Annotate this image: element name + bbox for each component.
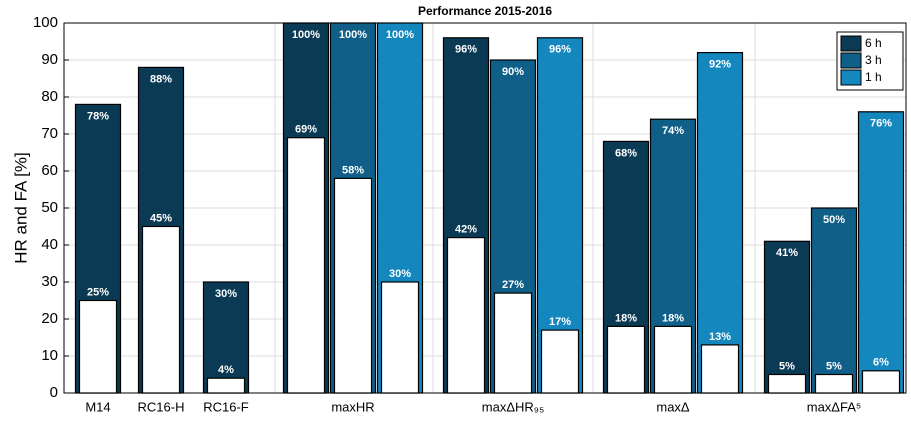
value-label: 41% [776,247,798,259]
fa-value-label: 13% [709,331,731,343]
fa-bar [814,373,854,394]
bar [763,240,811,394]
y-tick-label: 50 [41,199,58,216]
y-tick-label: 100 [33,14,58,31]
fa-bar [653,325,693,394]
fa-value-label: 58% [342,164,364,176]
y-tick-label: 10 [41,347,58,364]
value-label: 90% [502,66,524,78]
fa-value-label: 6% [873,357,889,369]
fa-bar [78,299,118,394]
y-tick-label: 20 [41,310,58,327]
value-label: 30% [215,288,237,300]
value-label: 100% [339,29,367,41]
legend-label: 3 h [865,53,882,67]
legend-swatch [840,35,862,52]
x-tick-label: M14 [85,399,110,414]
fa-bar [606,325,646,394]
bar [696,51,744,394]
fa-bar [767,373,807,394]
fa-bar [141,225,181,394]
value-label: 100% [292,29,320,41]
fa-value-label: 45% [150,212,172,224]
value-label: 76% [870,118,892,130]
fa-bar [206,377,246,394]
legend-label: 6 h [865,36,882,50]
legend-swatch [840,52,862,69]
fa-bar [446,237,486,394]
x-tick-label: maxΔ [656,399,690,414]
fa-value-label: 18% [615,312,637,324]
chart-title: Performance 2015-2016 [418,4,552,18]
value-label: 78% [87,110,109,122]
value-label: 68% [615,147,637,159]
y-tick-label: 90 [41,51,58,68]
x-tick-label: RC16-H [138,399,185,414]
y-tick-label: 30 [41,273,58,290]
x-tick-label: maxHR [331,399,374,414]
y-axis-label: HR and FA [%] [11,152,30,264]
plot-frame [63,22,907,394]
legend-label: 1 h [865,70,882,84]
value-label: 96% [549,44,571,56]
fa-value-label: 27% [502,279,524,291]
y-tick-label: 60 [41,162,58,179]
fa-bar [493,292,533,394]
fa-value-label: 5% [779,360,795,372]
fa-value-label: 42% [455,224,477,236]
fa-bar [700,344,740,394]
bar [810,207,858,394]
bar [857,111,905,394]
fa-value-label: 4% [218,364,234,376]
fa-value-label: 30% [389,268,411,280]
bar [202,281,250,394]
fa-bar [861,370,901,394]
y-tick-label: 0 [50,384,58,401]
fa-value-label: 5% [826,360,842,372]
y-tick-label: 80 [41,88,58,105]
fa-value-label: 69% [295,124,317,136]
x-tick-label: maxΔFA⁵ [807,399,862,414]
fa-bar [333,177,373,394]
x-tick-label: maxΔHR₉₅ [482,399,544,414]
fa-bar [540,329,580,394]
value-label: 88% [150,73,172,85]
fa-bar [380,281,420,394]
fa-value-label: 17% [549,316,571,328]
value-label: 96% [455,44,477,56]
fa-bar [286,137,326,394]
y-tick-label: 70 [41,125,58,142]
legend-swatch [840,69,862,86]
value-label: 100% [386,29,414,41]
value-label: 74% [662,125,684,137]
fa-value-label: 25% [87,286,109,298]
x-tick-label: RC16-F [203,399,249,414]
value-label: 92% [709,59,731,71]
y-tick-label: 40 [41,236,58,253]
fa-value-label: 18% [662,312,684,324]
value-label: 50% [823,214,845,226]
